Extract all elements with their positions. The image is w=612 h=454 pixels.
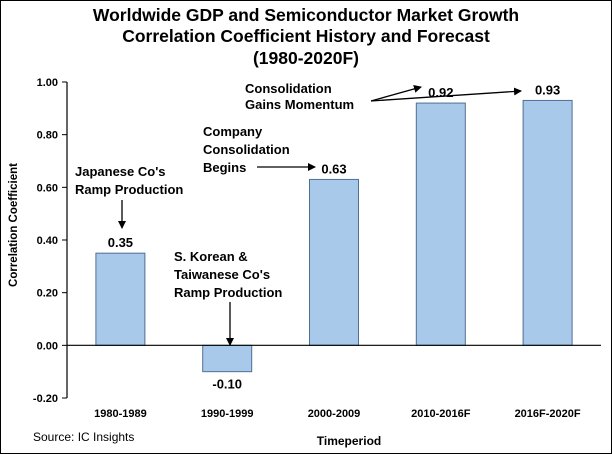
- chart-title-line-1: Worldwide GDP and Semiconductor Market G…: [92, 5, 520, 25]
- bar-2016F-2020F: [522, 99, 573, 346]
- bar-1980-1989: [95, 252, 146, 346]
- data-label: 0.35: [108, 235, 133, 250]
- annotation-gains-momentum-arrow-2: [370, 87, 522, 102]
- y-tick-label: 0.00: [37, 340, 58, 352]
- annotation-gains-momentum-line-2: Gains Momentum: [245, 97, 354, 112]
- annotation-gains-momentum-arrow-1: [370, 85, 422, 102]
- annotation-gains-momentum: Consolidation Gains Momentum: [245, 81, 522, 112]
- bar-2010-2016F: [415, 102, 466, 346]
- annotation-korea-taiwan: S. Korean & Taiwanese Co's Ramp Producti…: [174, 249, 282, 346]
- chart-title-line-2: Correlation Coefficient History and Fore…: [122, 26, 490, 46]
- y-axis-title: Correlation Coefficient: [8, 163, 20, 287]
- annotation-korea-taiwan-line-2: Taiwanese Co's: [174, 267, 270, 282]
- y-tick-label: 1.00: [37, 77, 58, 89]
- annotation-japanese-line-2: Ramp Production: [75, 182, 183, 197]
- annotation-korea-taiwan-line-1: S. Korean &: [174, 249, 248, 264]
- y-tick-label: 0.60: [37, 182, 58, 194]
- x-axis-title: Timeperiod: [317, 434, 381, 448]
- data-label: 0.63: [321, 161, 346, 176]
- annotation-japanese: Japanese Co's Ramp Production: [75, 164, 183, 229]
- y-tick-label: 0.80: [37, 130, 58, 142]
- annotation-gains-momentum-line-1: Consolidation: [245, 81, 332, 96]
- x-tick-label: 1990-1999: [201, 408, 254, 420]
- source-note: Source: IC Insights: [33, 430, 135, 444]
- y-tick-label: 0.40: [37, 235, 58, 247]
- annotation-consolidation-begins-line-3: Begins: [203, 160, 246, 175]
- data-label: 0.92: [428, 85, 453, 100]
- bar-2000-2009: [309, 178, 359, 346]
- data-label: -0.10: [212, 377, 242, 392]
- x-tick-label: 2000-2009: [308, 408, 361, 420]
- x-tick-label: 2016F-2020F: [515, 408, 581, 420]
- y-tick-label: 0.20: [37, 288, 58, 300]
- annotation-consolidation-begins-line-1: Company: [203, 124, 263, 139]
- bar-1990-1999: [202, 344, 253, 373]
- annotation-consolidation-begins: Company Consolidation Begins: [203, 124, 316, 175]
- x-tick-label: 1980-1989: [94, 408, 147, 420]
- annotation-korea-taiwan-line-3: Ramp Production: [174, 285, 282, 300]
- annotation-japanese-line-1: Japanese Co's: [75, 164, 166, 179]
- chart-title-line-3: (1980-2020F): [252, 48, 360, 68]
- annotation-consolidation-begins-line-2: Consolidation: [203, 142, 290, 157]
- y-tick-label: -0.20: [33, 393, 58, 405]
- data-label: 0.93: [535, 82, 560, 97]
- x-tick-label: 2010-2016F: [411, 408, 471, 420]
